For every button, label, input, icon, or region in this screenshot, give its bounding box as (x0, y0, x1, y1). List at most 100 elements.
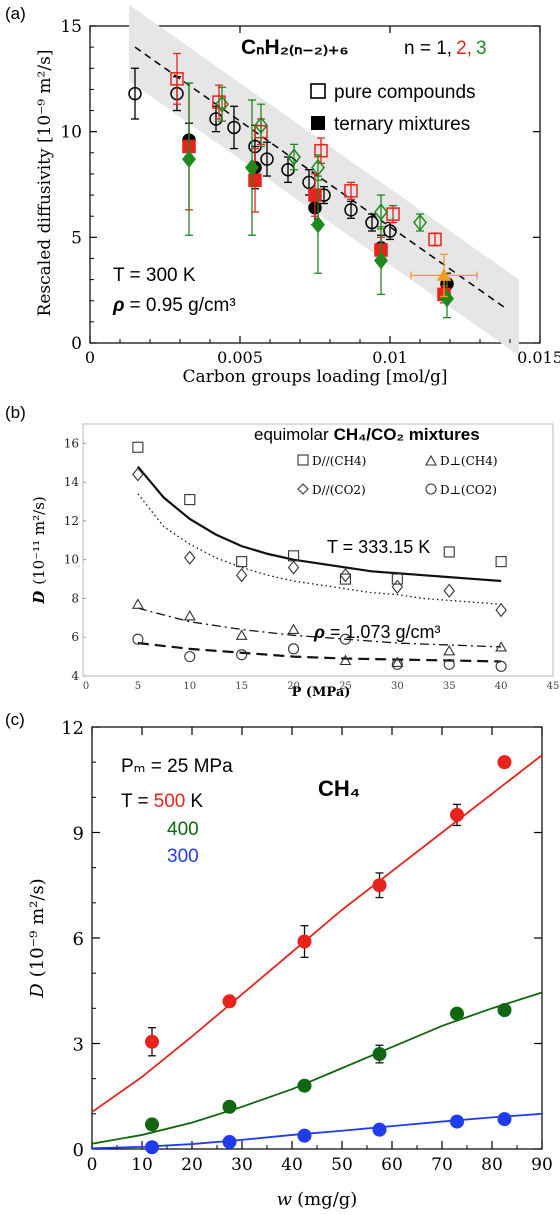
data-point-circle (184, 651, 196, 663)
data-point-500 (145, 1034, 159, 1049)
y-axis-label-b: D (10⁻¹¹ m²/s) (30, 496, 48, 605)
unit-K: K (190, 791, 203, 812)
data-point-open-diamond (374, 203, 388, 221)
y-tick-label: 15 (60, 17, 82, 37)
panel-a: (a) 0 0.005 0.01 0.015 0 5 10 15 Carbon groups … (5, 4, 560, 387)
x-tick-label: 45 (547, 681, 560, 692)
legend-b-3: D∕∕(CO2) (312, 483, 366, 497)
plot-frame-b (82, 423, 554, 677)
data-point-diamond (495, 602, 507, 618)
x-tick-label: 0.005 (217, 348, 263, 367)
x-tick-label: 25 (339, 681, 352, 692)
fit-curves-c (91, 754, 543, 1150)
y-tick-label: 3 (73, 1035, 84, 1056)
panel-b: (b) 0 5 10 15 20 25 30 35 40 45 4 6 8 10 12 14 16 P (MPa… (5, 403, 559, 700)
data-point-filled-diamond (182, 150, 196, 168)
data-point-filled-diamond (245, 158, 259, 177)
data-point-triangle (339, 654, 352, 666)
panel-label-c: (c) (5, 710, 25, 729)
fit-curve-dashed (137, 641, 502, 663)
panel-c: (c) 0 10 20 30 40 50 60 70 80 90 0 3 6 9 12 w (mg/g) D (… (5, 710, 553, 1210)
data-point-triangle (183, 610, 196, 621)
data-point-filled-diamond (311, 215, 325, 234)
T-label-c: T = (121, 791, 149, 812)
x-tick-label: 50 (331, 1155, 353, 1175)
x-tick-label: 0 (83, 681, 89, 692)
legend-diamond-icon-b (297, 483, 309, 495)
legend-triangle-icon-b (425, 454, 437, 466)
data-point-triangle (131, 598, 144, 609)
data-point-500 (372, 878, 387, 893)
legend-b-4: D⊥(CO2) (440, 483, 497, 497)
formula-label: CₙH₂₍ₙ₋₂₎₊₆ (241, 36, 349, 59)
panel-label-b: (b) (5, 403, 26, 422)
y-units-c: (10⁻⁹ m²/s) (27, 878, 48, 977)
data-point-500 (222, 994, 237, 1009)
annotation-T-b: T = 333.15 K (327, 537, 430, 557)
data-point-square (391, 573, 403, 585)
legend-b-2: D⊥(CH4) (440, 454, 498, 468)
title-b: equimolar CH₄/CO₂ mixtures (254, 425, 480, 444)
x-tick-label: 0 (85, 348, 95, 367)
data-points-c (145, 755, 512, 1155)
data-point-300 (145, 1140, 159, 1155)
legend-b-1: D∕∕(CH4) (312, 454, 366, 468)
data-point-open-diamond (311, 158, 325, 177)
data-point-open-circle (365, 215, 379, 230)
rho-symbol-b: ρ (313, 622, 325, 642)
legend-filled-square-icon (311, 116, 325, 130)
x-tick-label: 10 (131, 1155, 153, 1175)
data-point-diamond (235, 568, 248, 583)
data-point-circle (339, 633, 351, 645)
x-tick-label: 10 (183, 681, 196, 692)
data-point-diamond (443, 583, 455, 598)
data-point-400 (497, 1003, 512, 1018)
data-point-open-circle (128, 86, 142, 101)
x-axis-label-a: Carbon groups loading [mol/g] (183, 367, 448, 387)
data-point-triangle (287, 623, 300, 635)
legend-open-square-icon (310, 83, 326, 99)
error-bar (131, 67, 139, 120)
y-units-b: (10⁻¹¹ m²/s) (30, 496, 48, 585)
data-point-triangle (391, 656, 404, 667)
data-point-open-diamond (254, 116, 268, 135)
data-point-filled-square (248, 173, 262, 188)
y-tick-label: 6 (71, 630, 79, 644)
title-c: CH₄ (318, 776, 360, 801)
y-tick-label: 6 (73, 929, 84, 950)
data-point-300 (450, 1114, 464, 1129)
data-point-open-square (314, 143, 328, 158)
title-b-plain: equimolar (254, 425, 329, 444)
data-point-open-square (170, 72, 184, 86)
data-point-400 (145, 1117, 159, 1132)
x-tick-label: 40 (281, 1155, 303, 1175)
annotation-rho-a: ρ = 0.95 g/cm³ (112, 295, 236, 316)
data-point-circle (236, 649, 248, 661)
x-symbol-c: w (277, 1189, 293, 1210)
data-point-filled-diamond (374, 251, 388, 270)
data-point-300 (372, 1122, 387, 1137)
temp-300: 300 (167, 846, 199, 867)
data-point-open-diamond (413, 213, 427, 232)
data-point-triangle (495, 641, 508, 652)
x-units-c: (mg/g) (297, 1189, 357, 1210)
data-point-open-square (344, 184, 358, 198)
legend-circle-icon-b (425, 483, 437, 495)
data-point-400 (297, 1078, 312, 1093)
data-point-open-circle (383, 224, 397, 238)
data-point-open-diamond (215, 95, 229, 113)
axis-ticks-a: 0 0.005 0.01 0.015 0 5 10 15 (60, 17, 560, 367)
data-point-circle (288, 643, 300, 655)
data-point-500 (497, 755, 512, 770)
data-point-400 (222, 1099, 237, 1114)
data-points-b (131, 441, 508, 672)
y-tick-label: 14 (64, 475, 80, 489)
fit-curve-400 (91, 991, 543, 1145)
y-axis-label-a: Rescaled diffusivity [10⁻⁹ m²/s] (35, 50, 55, 317)
error-bar (263, 141, 271, 177)
temp-400: 400 (167, 819, 199, 840)
error-bar (230, 105, 238, 150)
x-axis-label-c: w (mg/g) (277, 1189, 358, 1210)
fit-curve-solid (137, 465, 502, 583)
plot-frame-a (89, 25, 541, 344)
